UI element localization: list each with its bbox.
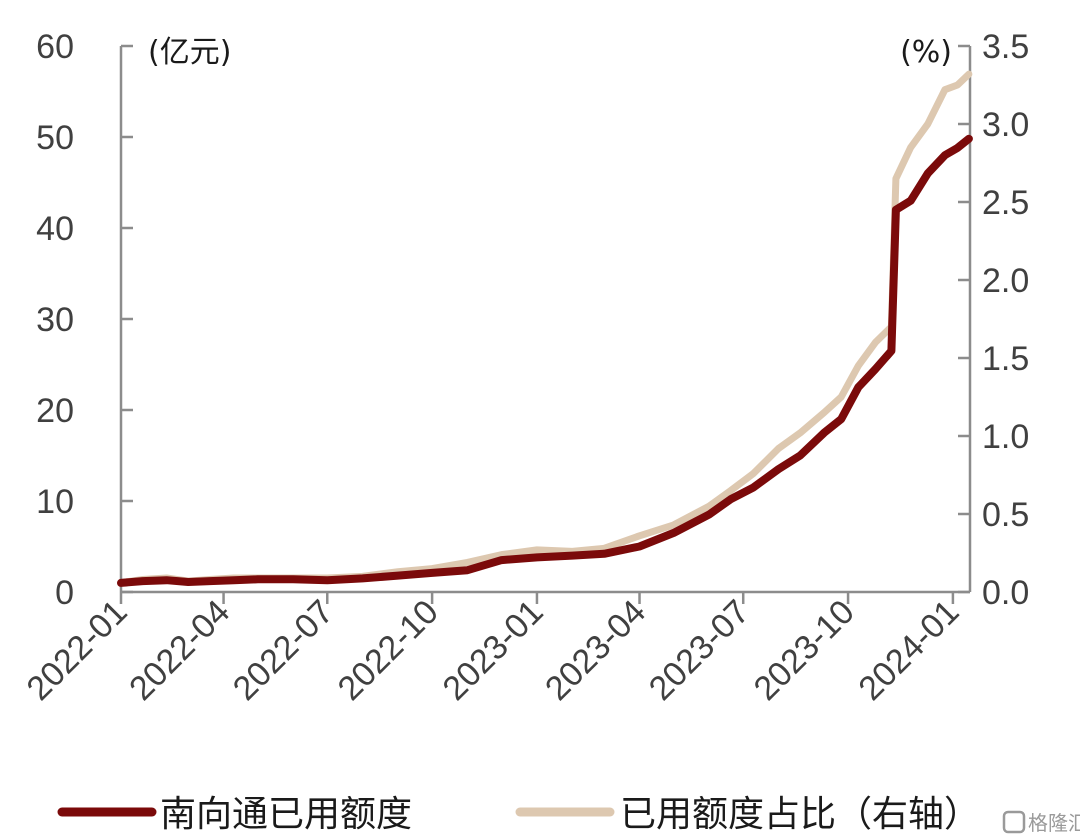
right-tick-label: 3.0 — [982, 106, 1029, 144]
watermark-icon — [1002, 810, 1026, 834]
watermark-text: 格隆汇 — [1028, 811, 1080, 835]
x-tick-label: 2023-04 — [538, 593, 653, 708]
x-tick-label: 2022-10 — [331, 593, 446, 708]
series-lines — [117, 70, 973, 587]
right-tick-label: 0.5 — [982, 496, 1029, 534]
x-tick-label: 2022-01 — [20, 593, 135, 708]
x-tick-label: 2023-01 — [436, 593, 551, 708]
x-tick-label: 2023-10 — [747, 593, 862, 708]
left-tick-label: 30 — [36, 301, 74, 339]
x-axis-ticks: 2022-012022-042022-072022-102023-012023-… — [20, 592, 967, 708]
right-tick-label: 0.0 — [982, 574, 1029, 612]
right-axis-unit-label: (%) — [900, 35, 952, 70]
right-tick-label: 1.5 — [982, 340, 1029, 378]
left-tick-label: 0 — [55, 574, 74, 612]
series-line-ratio — [117, 70, 973, 587]
x-tick-label: 2022-04 — [122, 593, 237, 708]
left-axis-unit-label: (亿元) — [148, 35, 231, 70]
series-line-amount — [117, 134, 973, 587]
left-axis-ticks: 0 10 20 30 40 50 60 — [36, 28, 133, 612]
left-tick-label: 10 — [36, 483, 74, 521]
legend: 南向通已用额度 已用额度占比（右轴） — [57, 794, 980, 835]
left-tick-label: 20 — [36, 392, 74, 430]
x-tick-label: 2022-07 — [226, 593, 341, 708]
legend-label-amount: 南向通已用额度 — [160, 794, 412, 835]
right-axis-ticks: 0.0 0.5 1.0 1.5 2.0 2.5 3.0 3.5 — [958, 28, 1029, 612]
x-tick-label: 2023-07 — [642, 593, 757, 708]
watermark-logo: 格隆汇 — [1002, 810, 1080, 835]
left-tick-label: 60 — [36, 28, 74, 66]
right-tick-label: 3.5 — [982, 28, 1029, 66]
left-tick-label: 40 — [36, 210, 74, 248]
legend-label-ratio: 已用额度占比（右轴） — [620, 794, 980, 835]
right-tick-label: 1.0 — [982, 418, 1029, 456]
x-tick-label: 2024-01 — [851, 593, 966, 708]
left-tick-label: 50 — [36, 119, 74, 157]
right-tick-label: 2.5 — [982, 184, 1029, 222]
right-tick-label: 2.0 — [982, 262, 1029, 300]
